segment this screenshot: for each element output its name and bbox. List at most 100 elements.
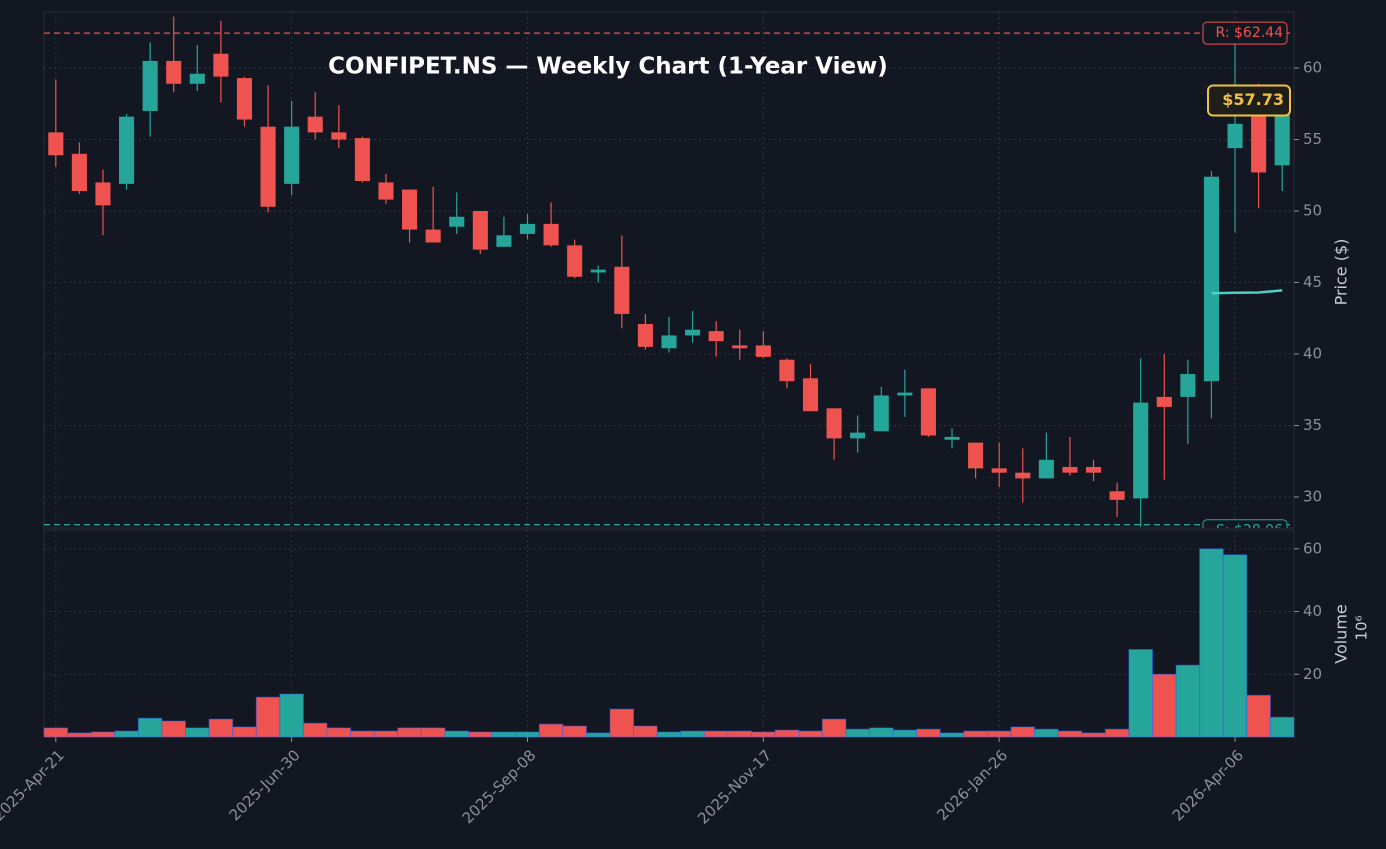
candle-body xyxy=(567,245,583,277)
volume-bar xyxy=(727,730,753,738)
candle-body xyxy=(991,468,1007,473)
candle-body xyxy=(1015,472,1031,479)
candle-body xyxy=(402,189,418,230)
volume-bar xyxy=(798,730,823,738)
volume-bar xyxy=(1199,548,1224,738)
candle-body xyxy=(1038,459,1054,479)
volume-bar xyxy=(1246,694,1271,738)
volume-bar xyxy=(916,728,941,738)
volume-bar xyxy=(326,727,352,738)
volume-bar xyxy=(137,717,163,738)
volume-bar xyxy=(868,727,894,738)
candle-body xyxy=(968,442,984,469)
y-axis-label: Price ($) xyxy=(1332,239,1351,306)
candle-body xyxy=(189,73,205,84)
candle-body xyxy=(166,60,182,84)
volume-tick-label: 20 xyxy=(1303,665,1322,683)
candle-body xyxy=(284,126,300,184)
volume-bar xyxy=(444,730,470,738)
y-tick-label: 35 xyxy=(1303,416,1322,434)
candle-body xyxy=(236,78,253,120)
candle-body xyxy=(779,359,795,382)
volume-bar xyxy=(538,723,564,738)
candle-body xyxy=(354,138,370,181)
candle-body xyxy=(1203,176,1219,382)
candle-body xyxy=(1274,100,1290,166)
current-price-box xyxy=(1207,84,1291,117)
volume-bar xyxy=(397,727,422,738)
volume-bar xyxy=(633,725,658,738)
volume-bar xyxy=(585,732,611,738)
volume-bar xyxy=(420,727,446,738)
candle-body xyxy=(1227,123,1243,149)
volume-bar xyxy=(680,730,705,738)
candle-body xyxy=(1062,466,1078,473)
volume-bar xyxy=(1081,732,1106,738)
support-label: S: $28.06 xyxy=(1216,523,1283,539)
candle-body xyxy=(1133,402,1149,499)
volume-bar xyxy=(892,729,918,738)
candle-body xyxy=(850,432,866,439)
candle-body xyxy=(1180,374,1196,397)
resistance-box xyxy=(1202,21,1288,45)
candle-body xyxy=(826,408,842,439)
candle-body xyxy=(590,269,606,273)
candle-body xyxy=(449,216,465,227)
candle-body xyxy=(95,182,111,206)
volume-bar xyxy=(185,727,210,738)
candle-body xyxy=(496,235,512,247)
candle-body xyxy=(519,223,536,234)
candle-body xyxy=(897,392,913,396)
candle-body xyxy=(685,329,701,336)
candle-body xyxy=(543,223,559,246)
candle-body xyxy=(920,388,936,436)
volume-bar xyxy=(656,731,682,738)
volume-bar xyxy=(1128,648,1153,738)
volume-bar xyxy=(845,728,870,738)
candle-body xyxy=(425,229,441,243)
marks xyxy=(43,16,1295,738)
volume-bar xyxy=(43,727,69,738)
candle-body xyxy=(1156,396,1172,407)
volume-bar xyxy=(1034,728,1059,738)
candle-body xyxy=(142,60,158,111)
candle-body xyxy=(944,436,960,440)
candle-body xyxy=(614,266,630,314)
candle-body xyxy=(1251,102,1267,173)
volume-bar xyxy=(751,731,776,738)
volume-bar xyxy=(1151,673,1177,738)
volume-bar xyxy=(1222,554,1248,738)
candle-body xyxy=(472,211,488,250)
candle-body xyxy=(119,116,135,184)
volume-bar xyxy=(1104,728,1130,738)
price-panel xyxy=(43,11,1295,529)
candle-body xyxy=(331,132,347,140)
current-price-label: $57.73 xyxy=(1222,90,1284,109)
candle-body xyxy=(873,395,889,432)
volume-bar xyxy=(90,731,116,738)
volume-bar xyxy=(821,718,847,738)
y-tick-label: 40 xyxy=(1303,344,1322,362)
candle-body xyxy=(260,126,276,207)
volume-bar xyxy=(67,732,92,738)
y-tick-label: 60 xyxy=(1303,59,1322,77)
candle-body xyxy=(378,182,394,200)
support-group: S: $28.06 xyxy=(1202,519,1288,539)
y-tick-label: 45 xyxy=(1303,273,1322,291)
volume-bar xyxy=(774,729,800,738)
volume-bar xyxy=(515,731,540,738)
y-tick-label: 30 xyxy=(1303,487,1322,505)
candle-body xyxy=(661,335,677,349)
volume-tick-label: 40 xyxy=(1303,602,1322,620)
candle-body xyxy=(1085,466,1102,473)
volume-bar xyxy=(562,725,587,738)
candle-body xyxy=(48,132,64,156)
volume-bar xyxy=(208,718,234,738)
candle-body xyxy=(213,53,229,77)
volume-bar xyxy=(232,726,257,738)
volume-bar xyxy=(1057,730,1083,738)
volume-scale-label: 10⁶ xyxy=(1353,615,1371,640)
volume-bar xyxy=(161,720,187,738)
volume-bar xyxy=(114,730,139,738)
